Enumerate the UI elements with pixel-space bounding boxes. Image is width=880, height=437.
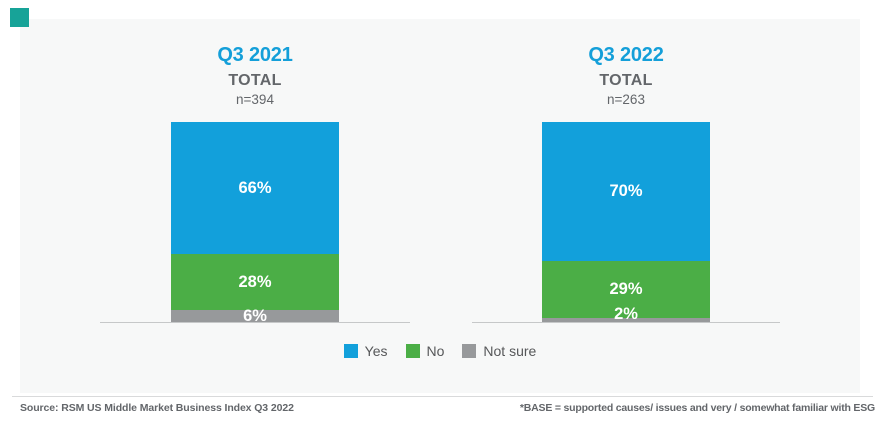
segment-value-label: 70%: [609, 182, 643, 201]
group-title: Q3 2022: [588, 44, 664, 66]
group-subtitle: TOTAL: [599, 72, 653, 89]
legend-item-yes: Yes: [343, 343, 388, 359]
legend-swatch-not-sure: [462, 344, 477, 358]
bar-segment-not-sure: 2%: [542, 306, 710, 322]
chart-group-q3-2021: Q3 2021 TOTAL n=394 66% 28% 6%: [100, 19, 410, 393]
legend-item-not-sure: Not sure: [462, 344, 536, 358]
axis-baseline: [472, 322, 780, 323]
legend-label: Not sure: [483, 343, 537, 359]
bar-segment-yes: 66%: [171, 122, 339, 254]
bar-segment-no: 29%: [542, 260, 710, 319]
legend-label: No: [426, 343, 445, 359]
brand-logo-square: [10, 8, 29, 27]
segment-value-label: 6%: [243, 307, 267, 325]
legend: Yes No Not sure: [20, 344, 860, 358]
group-title: Q3 2021: [217, 44, 293, 66]
base-note: *BASE = supported causes/ issues and ver…: [519, 402, 875, 414]
bar-segment-not-sure: 6%: [171, 307, 339, 325]
segment-value-label: 29%: [609, 280, 643, 299]
bar-segment-no: 28%: [171, 254, 339, 310]
group-subtitle: TOTAL: [228, 72, 282, 89]
segment-value-label: 2%: [614, 305, 638, 323]
chart-group-q3-2022: Q3 2022 TOTAL n=263 70% 29% 2%: [472, 19, 780, 393]
legend-swatch-no: [405, 344, 420, 358]
footer-divider: [12, 396, 873, 397]
segment-value-label: 66%: [238, 179, 272, 197]
source-note: Source: RSM US Middle Market Business In…: [20, 402, 294, 414]
group-n-label: n=394: [236, 92, 274, 107]
segment-value-label: 28%: [238, 273, 272, 291]
chart-panel: Q3 2021 TOTAL n=394 66% 28% 6% Q3 2022 TOT…: [20, 19, 860, 393]
bar-segment-yes: 70%: [542, 122, 710, 261]
legend-item-no: No: [405, 343, 445, 359]
stacked-bar-q3-2022: 70% 29% 2%: [542, 122, 710, 322]
stacked-bar-q3-2021: 66% 28% 6%: [171, 122, 339, 325]
group-n-label: n=263: [607, 92, 645, 107]
legend-swatch-yes: [343, 344, 358, 358]
axis-baseline: [100, 322, 410, 323]
legend-label: Yes: [364, 343, 388, 359]
